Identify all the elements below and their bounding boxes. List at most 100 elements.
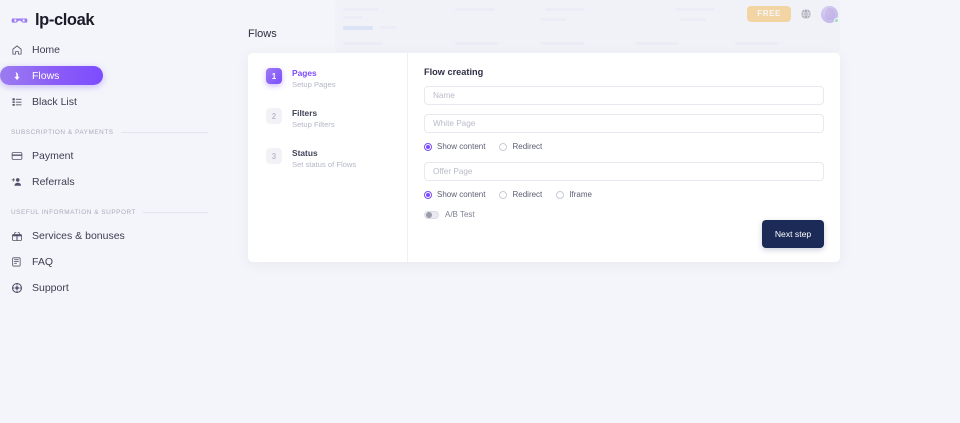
sidebar-item-home[interactable]: Home: [0, 40, 226, 59]
avatar-glyph: [824, 8, 835, 20]
ghost-line: [343, 26, 373, 30]
radio-label: Redirect: [512, 190, 543, 199]
name-input[interactable]: Name: [424, 86, 824, 105]
sidebar-section-title: USEFUL INFORMATION & SUPPORT: [11, 209, 136, 216]
step-list: 1 Pages Setup Pages 2 Filters Setup Filt…: [248, 53, 408, 262]
primary-nav: Home Flows Black List: [0, 40, 226, 111]
status-badge: [834, 18, 839, 23]
gift-icon: [12, 231, 22, 241]
step-title: Status: [292, 148, 318, 158]
list-icon: [12, 97, 22, 106]
plan-badge[interactable]: FREE: [747, 6, 791, 22]
sidebar-section-useful-info: USEFUL INFORMATION & SUPPORT: [0, 209, 226, 216]
form-title: Flow creating: [424, 67, 484, 77]
sidebar-item-label: Home: [32, 43, 61, 56]
sidebar-section-title: SUBSCRIPTION & PAYMENTS: [11, 129, 114, 136]
next-step-button[interactable]: Next step: [762, 220, 824, 248]
home-icon: [12, 44, 22, 55]
white-page-mode-redirect[interactable]: Redirect: [499, 142, 542, 151]
step-subtitle: Set status of Flows: [292, 160, 357, 169]
white-page-input-placeholder: White Page: [433, 119, 476, 128]
lifebuoy-icon: [11, 282, 23, 293]
ghost-line: [735, 42, 779, 45]
radio-icon: [499, 190, 508, 199]
page-title: Flows: [248, 28, 277, 40]
ab-test-row: A/B Test: [424, 210, 824, 219]
flow-form: Flow creating Name White Page Show conte…: [408, 53, 840, 262]
radio-icon: [424, 190, 432, 199]
radio-label: Show content: [437, 142, 486, 151]
offer-page-mode-group: Show content Redirect Iframe: [424, 190, 824, 199]
name-input-placeholder: Name: [433, 91, 455, 100]
white-page-mode-show-content[interactable]: Show content: [424, 142, 485, 151]
divider: [120, 132, 208, 133]
user-plus-icon: [11, 177, 22, 186]
toggle-knob: [426, 212, 432, 218]
ghost-line: [675, 8, 715, 11]
step-title: Pages: [292, 68, 317, 78]
offer-page-mode-redirect[interactable]: Redirect: [499, 190, 542, 199]
offer-page-input[interactable]: Offer Page: [424, 162, 824, 181]
mask-icon: [11, 17, 28, 23]
brand-logo[interactable]: lp-cloak: [0, 6, 226, 30]
step-number: 1: [266, 68, 282, 84]
step-status[interactable]: 3 Status Set status of Flows: [266, 148, 407, 170]
sidebar-item-flows[interactable]: Flows: [0, 66, 103, 85]
radio-label: Iframe: [569, 190, 592, 199]
sidebar-item-support[interactable]: Support: [0, 278, 226, 297]
step-subtitle: Setup Pages: [292, 80, 336, 89]
sidebar-item-label: Flows: [32, 69, 60, 82]
sidebar-item-referrals[interactable]: Referrals: [0, 172, 226, 191]
brand-name: lp-cloak: [35, 10, 95, 29]
radio-icon: [556, 190, 565, 199]
offer-page-input-placeholder: Offer Page: [433, 167, 473, 176]
credit-card-icon: [11, 151, 23, 160]
ghost-line: [545, 8, 585, 11]
support-nav: Services & bonuses FAQ: [0, 226, 226, 297]
sidebar-item-label: FAQ: [32, 255, 54, 268]
sidebar-section-subscription: SUBSCRIPTION & PAYMENTS: [0, 129, 226, 136]
radio-label: Show content: [437, 190, 486, 199]
sidebar-item-services-bonuses[interactable]: Services & bonuses: [0, 226, 226, 245]
step-number: 3: [266, 148, 282, 164]
ghost-line: [540, 42, 584, 45]
white-page-input[interactable]: White Page: [424, 114, 824, 133]
sidebar-item-faq[interactable]: FAQ: [0, 252, 226, 271]
radio-label: Redirect: [512, 142, 543, 151]
ab-test-toggle[interactable]: [424, 210, 439, 219]
offer-page-mode-iframe[interactable]: Iframe: [556, 190, 592, 199]
ghost-line: [343, 42, 383, 45]
flows-icon: [14, 71, 20, 80]
ghost-line: [540, 18, 566, 21]
sidebar-item-black-list[interactable]: Black List: [0, 92, 226, 111]
ghost-line: [379, 26, 397, 29]
step-number: 2: [266, 108, 282, 124]
offer-page-mode-show-content[interactable]: Show content: [424, 190, 485, 199]
ghost-line: [343, 8, 379, 11]
sidebar: lp-cloak Home Flows: [0, 0, 226, 423]
sidebar-item-label: Services & bonuses: [32, 229, 125, 242]
step-filters[interactable]: 2 Filters Setup Filters: [266, 108, 407, 130]
white-page-mode-group: Show content Redirect: [424, 142, 824, 151]
ghost-line: [455, 8, 495, 11]
radio-icon: [499, 142, 508, 151]
ghost-line: [680, 18, 706, 21]
topbar: FREE: [730, 0, 960, 28]
ab-test-label: A/B Test: [445, 210, 475, 219]
book-icon: [12, 256, 21, 266]
ghost-line: [343, 16, 363, 19]
ghost-line: [455, 42, 499, 45]
globe-icon[interactable]: [800, 8, 812, 20]
ghost-line: [635, 42, 679, 45]
step-pages[interactable]: 1 Pages Setup Pages: [266, 68, 407, 90]
sidebar-item-payment[interactable]: Payment: [0, 146, 226, 165]
step-title: Filters: [292, 108, 318, 118]
divider: [143, 212, 208, 213]
sidebar-item-label: Payment: [32, 149, 74, 162]
radio-icon: [424, 142, 432, 151]
subscription-nav: Payment Referrals: [0, 146, 226, 191]
sidebar-item-label: Support: [32, 281, 69, 294]
avatar[interactable]: [821, 5, 839, 23]
step-subtitle: Setup Filters: [292, 120, 335, 129]
